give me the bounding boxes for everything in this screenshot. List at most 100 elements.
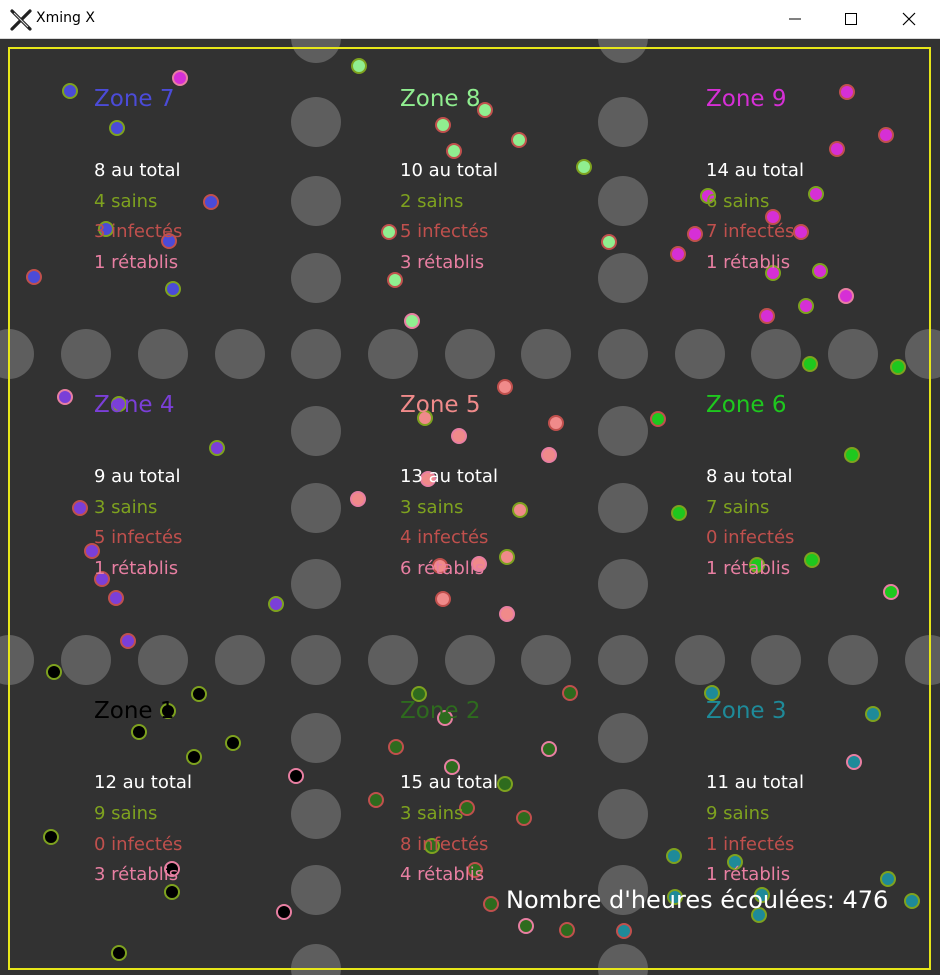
zone-8-retablis: 3 rétablis (400, 252, 485, 273)
title-bar[interactable]: Xming X (0, 0, 940, 39)
wall-obstacle (61, 635, 111, 685)
zone-1-retablis: 3 rétablis (94, 864, 179, 885)
individual-dot (108, 590, 124, 606)
individual-dot (109, 120, 125, 136)
individual-dot (793, 224, 809, 240)
simulation-canvas: Zone 7 8 au total 4 sains 3 infectés 1 r… (0, 39, 940, 975)
individual-dot (160, 703, 176, 719)
zone-5-retablis: 6 rétablis (400, 558, 485, 579)
wall-obstacle (291, 39, 341, 63)
individual-dot (387, 272, 403, 288)
individual-dot (381, 224, 397, 240)
zone-6-sains: 7 sains (706, 497, 770, 518)
individual-dot (499, 606, 515, 622)
zone-9-total: 14 au total (706, 160, 804, 181)
zone-8-sains: 2 sains (400, 191, 464, 212)
individual-dot (576, 159, 592, 175)
wall-obstacle (751, 329, 801, 379)
wall-obstacle (215, 635, 265, 685)
zone-1-sains: 9 sains (94, 803, 158, 824)
individual-dot (111, 396, 127, 412)
maximize-button[interactable] (822, 0, 880, 38)
individual-dot (404, 313, 420, 329)
maximize-icon (845, 13, 857, 25)
wall-obstacle (0, 329, 34, 379)
wall-obstacle (291, 865, 341, 915)
zone-7-sains: 4 sains (94, 191, 158, 212)
zone-2-sains: 3 sains (400, 803, 464, 824)
zone-1-infectes: 0 infectés (94, 834, 183, 855)
wall-obstacle (598, 253, 648, 303)
individual-dot (883, 584, 899, 600)
wall-obstacle (138, 329, 188, 379)
individual-dot (164, 884, 180, 900)
individual-dot (417, 410, 433, 426)
wall-obstacle (291, 329, 341, 379)
zone-3-total: 11 au total (706, 772, 804, 793)
zone-1-title: Zone 1 (94, 698, 175, 724)
individual-dot (351, 58, 367, 74)
wall-obstacle (598, 865, 648, 915)
individual-dot (516, 810, 532, 826)
individual-dot (435, 591, 451, 607)
individual-dot (172, 70, 188, 86)
wall-obstacle (291, 483, 341, 533)
individual-dot (411, 686, 427, 702)
individual-dot (276, 904, 292, 920)
zone-5-total: 13 au total (400, 466, 498, 487)
individual-dot (164, 861, 180, 877)
wall-obstacle (598, 483, 648, 533)
zone-3-retablis: 1 rétablis (706, 864, 791, 885)
wall-obstacle (291, 944, 341, 975)
wall-obstacle (598, 406, 648, 456)
individual-dot (435, 117, 451, 133)
individual-dot (671, 505, 687, 521)
zone-1-total: 12 au total (94, 772, 192, 793)
wall-obstacle (291, 635, 341, 685)
individual-dot (165, 281, 181, 297)
individual-dot (759, 308, 775, 324)
zone-4-infectes: 5 infectés (94, 527, 183, 548)
wall-obstacle (0, 635, 34, 685)
individual-dot (802, 356, 818, 372)
zone-2-retablis: 4 rétablis (400, 864, 485, 885)
zone-2-infectes: 8 infectés (400, 834, 489, 855)
wall-obstacle (598, 713, 648, 763)
individual-dot (754, 887, 770, 903)
wall-obstacle (521, 635, 571, 685)
individual-dot (650, 411, 666, 427)
minimize-button[interactable] (766, 0, 824, 38)
zone-5-title: Zone 5 (400, 392, 481, 418)
zone-9-title: Zone 9 (706, 86, 787, 112)
wall-obstacle (291, 97, 341, 147)
individual-dot (350, 491, 366, 507)
zone-2-total: 15 au total (400, 772, 498, 793)
wall-obstacle (368, 329, 418, 379)
individual-dot (798, 298, 814, 314)
close-button[interactable] (880, 0, 938, 38)
individual-dot (467, 862, 483, 878)
individual-dot (477, 102, 493, 118)
individual-dot (601, 234, 617, 250)
individual-dot (497, 776, 513, 792)
individual-dot (667, 889, 683, 905)
individual-dot (700, 188, 716, 204)
individual-dot (62, 83, 78, 99)
individual-dot (94, 571, 110, 587)
individual-dot (288, 768, 304, 784)
individual-dot (812, 263, 828, 279)
individual-dot (846, 754, 862, 770)
individual-dot (808, 186, 824, 202)
zone-7-total: 8 au total (94, 160, 181, 181)
individual-dot (880, 871, 896, 887)
individual-dot (904, 893, 920, 909)
individual-dot (209, 440, 225, 456)
individual-dot (84, 543, 100, 559)
individual-dot (511, 132, 527, 148)
window-title: Xming X (36, 10, 95, 26)
zone-9-sains: 6 sains (706, 191, 770, 212)
individual-dot (616, 923, 632, 939)
wall-obstacle (291, 789, 341, 839)
individual-dot (751, 907, 767, 923)
wall-obstacle (905, 329, 940, 379)
